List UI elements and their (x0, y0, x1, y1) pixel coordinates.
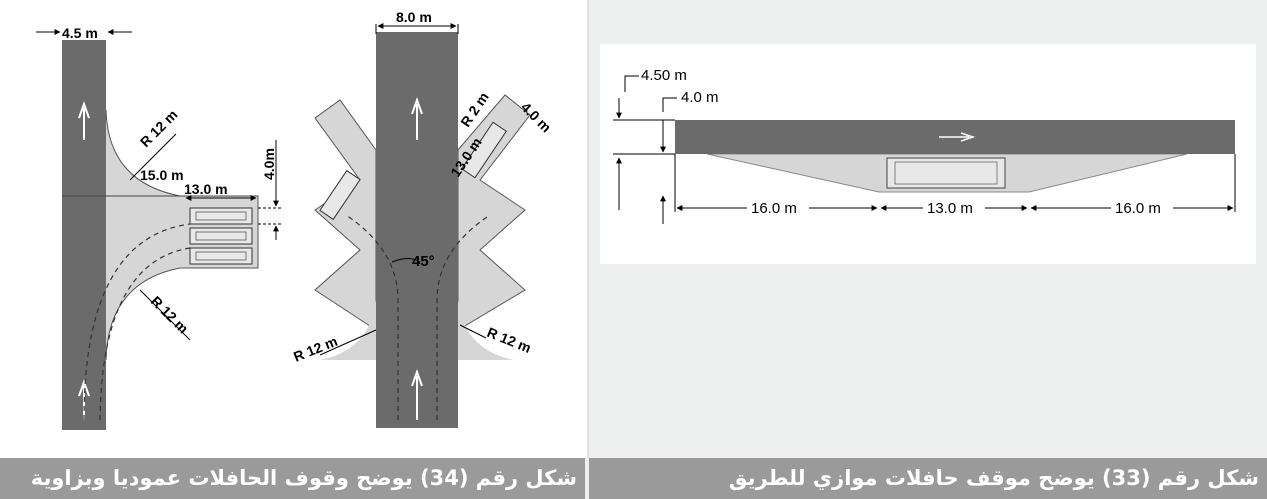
bus-icon (195, 251, 247, 261)
bus-icon (894, 161, 998, 185)
angle-arc (391, 258, 421, 263)
road-width-label: 4.5 m (62, 25, 98, 41)
perpendicular-road (62, 40, 106, 430)
radius-leader (129, 133, 177, 181)
road-arrow-up-icon (78, 379, 90, 420)
figure-34-diagram: 4.5 m R 12 m 15.0 m 13.0 m 4.0m R 12 m (36, 9, 555, 430)
radius-leader (139, 289, 191, 341)
angled-bus-right (461, 121, 507, 179)
road-arrow-up-icon (78, 101, 90, 140)
bus-icon (189, 207, 253, 225)
figure-33-panel: 4.50 m 4.0 m 16.0 m 13.0 m 16.0 m (589, 0, 1267, 458)
label-bg (747, 198, 809, 216)
caption-figure-33: شكل رقم (33) يوضح موقف حافلات موازي للطر… (589, 458, 1267, 499)
radius-leader (319, 329, 377, 356)
bus-icon (886, 157, 1006, 189)
flare-right (458, 300, 514, 360)
road-arrow-up-icon (411, 97, 423, 140)
label-bg (1111, 198, 1173, 216)
bus-icon (319, 169, 361, 221)
radius-leader (459, 324, 487, 339)
bus-icon (461, 121, 507, 179)
turning-path (345, 214, 399, 420)
bay-length-label: 15.0 m (140, 167, 184, 183)
radius-right-label: R 12 m (485, 324, 534, 356)
bus-icon (195, 231, 247, 241)
bus-icon (189, 227, 253, 245)
perpendicular-buses (189, 207, 253, 265)
angled-road-width-label: 8.0 m (396, 9, 432, 25)
flare-left (320, 300, 376, 360)
road-arrow-right-icon (939, 132, 976, 142)
taper-left-label: 16.0 m (751, 200, 797, 217)
bay-offset-label: 4.0 m (681, 89, 719, 106)
bus-length-label: 13.0 m (927, 200, 973, 217)
angled-bays-left (314, 99, 377, 331)
bus-icon (195, 211, 247, 221)
total-offset-label: 4.50 m (641, 67, 687, 84)
bay-width-label: 4.0m (261, 148, 277, 180)
angled-layout: 8.0 m R 2 m 4.0 m 13.0 m 45° R 12 m R 12… (291, 9, 555, 428)
leader-line (662, 97, 677, 112)
label-bg (923, 198, 985, 216)
turning-path (99, 247, 191, 421)
perpendicular-bay-area (106, 42, 258, 420)
bus-icon (189, 247, 253, 265)
taper-right-label: 16.0 m (1115, 200, 1161, 217)
turning-path (83, 223, 191, 421)
figure-34-panel: 4.5 m R 12 m 15.0 m 13.0 m 4.0m R 12 m (0, 0, 589, 458)
leader-line (624, 75, 639, 92)
road-arrow-up-icon (411, 369, 423, 420)
angled-bus-left (319, 169, 361, 221)
turning-path (436, 214, 491, 420)
bus-length-label: 13.0 m (184, 181, 228, 197)
angle-label: 45° (412, 253, 435, 270)
figure-33-diagram: 4.50 m 4.0 m 16.0 m 13.0 m 16.0 m (600, 44, 1256, 264)
caption-figure-34: شكل رقم (34) يوضح وقوف الحافلات عموديا و… (0, 458, 585, 499)
perpendicular-bay-outline (105, 109, 259, 361)
radius-bottom-label: R 12 m (148, 293, 192, 337)
angled-road (376, 32, 458, 428)
perpendicular-layout: 4.5 m R 12 m 15.0 m 13.0 m 4.0m R 12 m (36, 25, 282, 430)
radius-top-label: R 12 m (137, 106, 181, 150)
